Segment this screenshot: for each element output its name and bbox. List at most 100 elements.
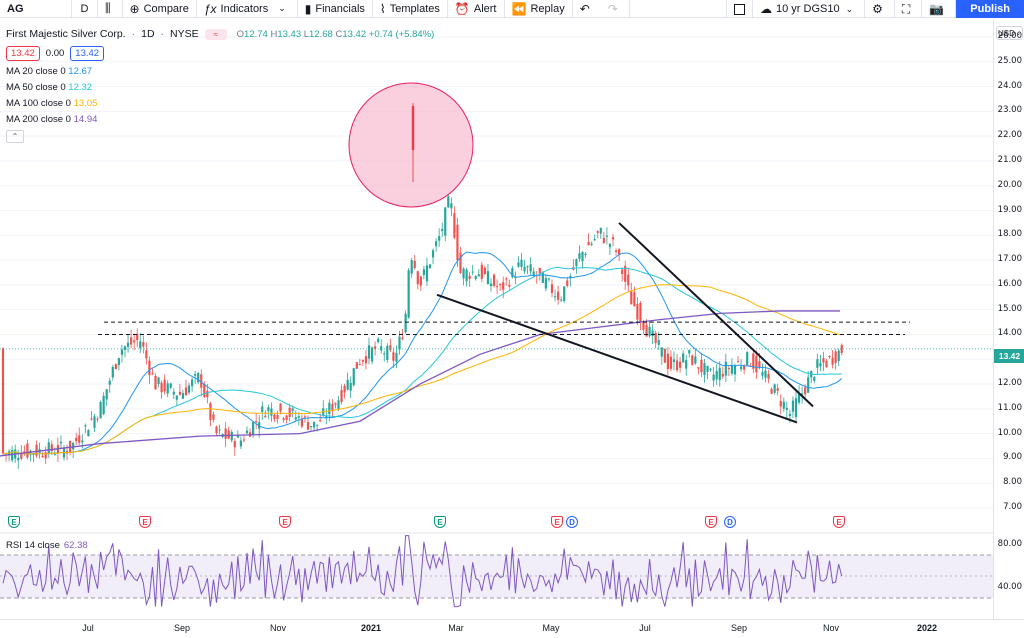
time-axis[interactable]: Jul Sep Nov 2021 Mar May Jul Sep Nov 2022	[0, 619, 1024, 638]
candle-body	[456, 224, 459, 261]
candle-body	[401, 337, 404, 340]
ma-legend-row[interactable]: MA 50 close 0 12.32	[6, 82, 434, 93]
earnings-marker[interactable]: E	[434, 516, 446, 528]
candle-body	[486, 271, 490, 284]
earnings-marker[interactable]: E	[139, 516, 151, 528]
chart-type-button[interactable]: ⫼	[98, 0, 123, 18]
candle-body	[560, 299, 563, 301]
price-chart[interactable]	[0, 19, 993, 619]
price-tick: 26.00	[997, 31, 1022, 41]
candle-body	[801, 393, 804, 396]
candle-body	[340, 389, 343, 403]
collapse-legend-button[interactable]: ⌃	[6, 130, 24, 143]
ma-legend-row[interactable]: MA 100 close 0 13.05	[6, 98, 434, 109]
candle-body	[245, 430, 249, 434]
candle-body	[834, 351, 837, 364]
rsi-value: 62.38	[63, 540, 88, 551]
price-tick: 20.00	[997, 179, 1022, 190]
candle-body	[438, 236, 441, 241]
candle-body	[541, 272, 544, 283]
interval-label: D	[80, 2, 89, 15]
ma-legend-row[interactable]: MA 20 close 0 12.67	[6, 66, 434, 77]
ma-value: 13.05	[70, 98, 98, 109]
candle-body	[215, 426, 218, 434]
time-label: 2021	[360, 623, 382, 633]
candle-body	[178, 391, 181, 395]
candle-body	[770, 389, 773, 394]
moving-average-line	[2, 284, 842, 455]
candle-body	[297, 416, 300, 418]
dividend-marker[interactable]: D	[724, 516, 736, 528]
publish-label: Publish	[970, 3, 1010, 15]
layout-selector[interactable]: ☁ 10 yr DGS10 ⌄	[753, 0, 866, 18]
candle-body	[593, 239, 596, 241]
candle-body	[712, 374, 715, 381]
time-label: Mar	[448, 623, 464, 633]
chevron-up-icon: ⌃	[11, 132, 19, 141]
earnings-marker[interactable]: E	[279, 516, 291, 528]
publish-button[interactable]: Publish	[956, 0, 1024, 18]
redo-button[interactable]: ↷	[601, 0, 630, 18]
candle-body	[752, 353, 755, 369]
candle-body	[157, 377, 160, 385]
candle-body	[550, 284, 554, 294]
candle-body	[200, 374, 203, 388]
candle-body	[114, 364, 117, 370]
price-tick: 25.00	[997, 55, 1022, 66]
snapshot-button[interactable]: 📷	[922, 0, 957, 18]
candle-body	[416, 271, 419, 285]
sell-button[interactable]: 13.42	[6, 46, 40, 61]
financials-button[interactable]: ▮ Financials	[298, 0, 373, 18]
candle-body	[364, 356, 368, 364]
fullscreen-toggle[interactable]	[726, 0, 753, 18]
ma-label: MA 100 close 0	[6, 98, 71, 109]
earnings-marker[interactable]: E	[8, 516, 20, 528]
candle-body	[819, 362, 822, 367]
templates-button[interactable]: ⌇ Templates	[373, 0, 448, 18]
candle-body	[261, 406, 264, 412]
price-tick: 10.00	[997, 427, 1022, 438]
candle-body	[505, 278, 508, 280]
ma-legend-row[interactable]: MA 200 close 0 14.94	[6, 114, 434, 125]
candle-body	[404, 313, 407, 333]
candle-body	[776, 388, 779, 391]
redo-icon: ↷	[607, 1, 618, 16]
settings-button[interactable]: ⚙	[865, 0, 895, 18]
earnings-marker[interactable]: E	[705, 516, 717, 528]
price-scale[interactable]: USD ⌄ 26.00 25.00 24.00 23.00 22.00 21.00 20.00…	[993, 19, 1024, 619]
currency-selector[interactable]: USD ⌄	[996, 26, 1023, 40]
candle-body	[151, 373, 154, 375]
candle-body	[596, 231, 599, 233]
moving-average-line	[2, 266, 842, 455]
earnings-marker[interactable]: E	[551, 516, 563, 528]
undo-button[interactable]: ↶	[573, 0, 601, 18]
candle-body	[105, 389, 108, 400]
trendline-lower	[436, 293, 798, 424]
candle-body	[309, 426, 313, 428]
interval-button[interactable]: D	[72, 0, 98, 18]
candle-body	[282, 418, 285, 420]
candle-body	[145, 350, 148, 359]
candle-body	[319, 420, 322, 422]
candle-body	[11, 449, 14, 461]
dividend-marker[interactable]: D	[566, 516, 578, 528]
ma-legend-list: MA 20 close 0 12.67 MA 50 close 0 12.32 MA…	[6, 66, 434, 125]
candle-body	[17, 457, 20, 461]
candle-body	[392, 352, 395, 361]
alert-button[interactable]: ⏰ Alert	[448, 0, 505, 18]
earnings-marker[interactable]: E	[833, 516, 845, 528]
compare-button[interactable]: ⊕ Compare	[123, 0, 197, 18]
legend-exchange: NYSE	[170, 28, 199, 40]
alarm-clock-icon: ⏰	[454, 1, 470, 16]
candle-body	[837, 350, 840, 362]
replay-button[interactable]: ⏪ Replay	[505, 0, 573, 18]
layout-name: 10 yr DGS10	[776, 3, 840, 15]
candle-body	[398, 336, 401, 350]
candle-body	[258, 422, 261, 429]
symbol-search[interactable]: AG	[0, 0, 72, 18]
buy-button[interactable]: 13.42	[70, 46, 105, 61]
fullscreen-button[interactable]: ⛶	[895, 0, 923, 18]
indicators-button[interactable]: ƒx Indicators ⌄	[197, 0, 298, 18]
candle-body	[480, 264, 483, 279]
